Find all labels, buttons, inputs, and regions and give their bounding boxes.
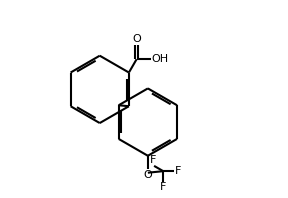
Text: OH: OH xyxy=(151,54,168,64)
Text: O: O xyxy=(143,170,152,180)
Text: F: F xyxy=(160,182,166,192)
Text: F: F xyxy=(175,166,181,176)
Text: F: F xyxy=(150,155,157,165)
Text: O: O xyxy=(132,34,141,44)
